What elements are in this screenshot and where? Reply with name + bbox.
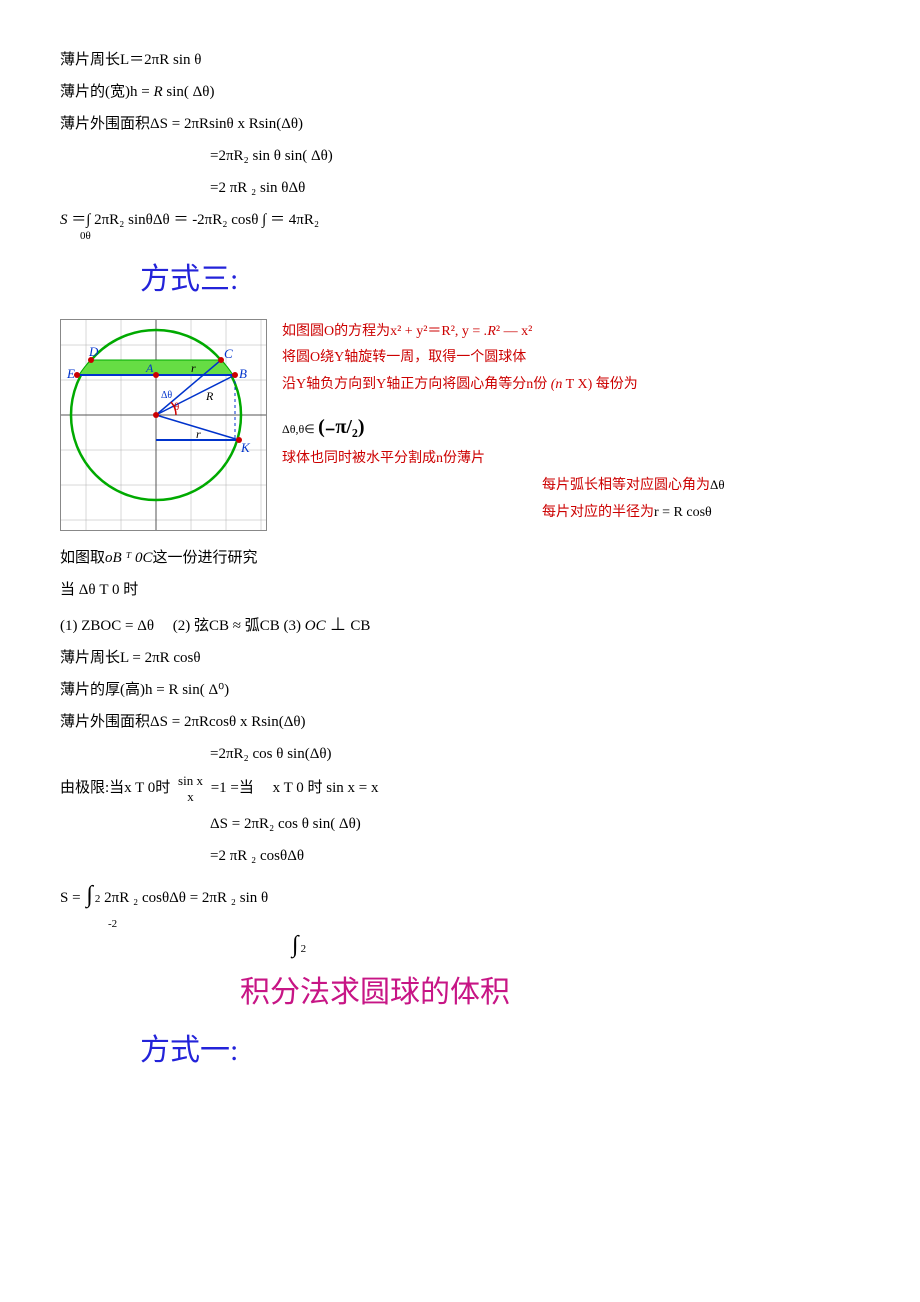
side-3: 沿Y轴负方向到Y轴正方向将圆心角等分n份 (n T X) 每份为 — [282, 372, 860, 399]
mid-9: ΔS = 2πR₂ cos θ sin( Δθ) — [60, 812, 860, 836]
heading-method-3: 方式三: — [140, 256, 860, 304]
m3-b: (2) 弦CB ≈ 弧CB (3) — [173, 618, 305, 634]
m8-pre: 由极限:当x T 0时 — [60, 781, 170, 797]
svg-text:E: E — [66, 366, 75, 381]
s3-pre: 沿Y轴负方向到Y轴正方向将圆心角等分n份 — [282, 377, 551, 392]
side-1: 如图圆O的方程为x² + y²＝R², y = .R² — x² — [282, 319, 860, 346]
mid-8: 由极限:当x T 0时 sin x x =1 =当 x T 0 时 sin x … — [60, 774, 860, 804]
m3-a: (1) ZBOC = Δθ — [60, 618, 154, 634]
m8-bot: x — [178, 789, 203, 804]
line-3: 薄片外围面积ΔS = 2πRsinθ x Rsin(Δθ) — [60, 112, 860, 136]
line-2: 薄片的(宽)h = R sin( Δθ) — [60, 80, 860, 104]
m3-it: OC — [305, 618, 326, 634]
svg-text:B: B — [239, 366, 247, 381]
mid-6: 薄片外围面积ΔS = 2πRcosθ x Rsin(Δθ) — [60, 710, 860, 734]
line-5: =2 πR ₂ sin θΔθ — [60, 176, 860, 200]
b1-body: 2πR ₂ cosθΔθ = 2πR ₂ sin θ — [100, 890, 268, 906]
b2-int: ∫ — [292, 932, 299, 958]
mid-1: 如图取oB ᵀ 0C这一份进行研究 — [60, 546, 860, 570]
mid-7: =2πR₂ cos θ sin(Δθ) — [60, 742, 860, 766]
m1-pre: 如图取 — [60, 550, 105, 566]
l6-sub: 0θ — [60, 228, 860, 246]
m8-top: sin x — [178, 774, 203, 788]
mid-2: 当 Δθ T 0 时 — [60, 578, 860, 602]
side-6: 每片弧长相等对应圆心角为Δθ — [282, 473, 860, 500]
svg-text:K: K — [240, 440, 251, 455]
svg-text:A: A — [145, 361, 154, 375]
heading-method-1: 方式一: — [140, 1027, 860, 1075]
s6-end: Δθ — [710, 477, 725, 492]
svg-text:θ: θ — [174, 401, 179, 413]
mid-4: 薄片周长L = 2πR cosθ — [60, 646, 860, 670]
bottom-1: S = ∫2 2πR ₂ cosθΔθ = 2πR ₂ sin θ — [60, 876, 860, 914]
s4-a: Δθ — [282, 422, 295, 436]
bottom-2: ∫2 — [60, 926, 860, 964]
s3-post: T X) — [562, 377, 595, 392]
heading-volume: 积分法求圆球的体积 — [240, 969, 860, 1017]
l2-it: R — [153, 84, 162, 100]
s1-pre: 如图圆O的方程为x² + y²＝R², y = — [282, 324, 484, 339]
side-2: 将圆O绕Y轴旋转一周，取得一个圆球体 — [282, 345, 860, 372]
mid-3: (1) ZBOC = Δθ (2) 弦CB ≈ 弧CB (3) OC ⊥ CB — [60, 610, 860, 639]
m1-post: 这一份进行研究 — [152, 550, 257, 566]
circle-diagram: D C E B A K r R r θ Δθ — [60, 319, 267, 531]
figure-row: D C E B A K r R r θ Δθ 如图圆O的方程为x² + y²＝R… — [60, 319, 860, 531]
s7-t: 每片对应的半径为 — [542, 505, 654, 520]
mid-10: =2 πR ₂ cosθΔθ — [60, 844, 860, 868]
s7-end: r = R cosθ — [654, 505, 712, 520]
svg-text:Δθ: Δθ — [161, 390, 172, 401]
line-4: =2πR₂ sin θ sin( Δθ) — [60, 144, 860, 168]
side-4: Δθ,θ∈ (₋π/₂) — [282, 408, 860, 446]
line-1: 薄片周长L＝2πR sin θ — [60, 48, 860, 72]
side-5: 球体也同时被水平分割成n份薄片 — [282, 446, 860, 473]
svg-text:r: r — [196, 427, 201, 441]
side-7: 每片对应的半径为r = R cosθ — [282, 500, 860, 527]
l6-s: S — [60, 212, 68, 228]
m8-end: x T 0 时 sin x = x — [273, 781, 379, 797]
b1-s: S = — [60, 890, 84, 906]
svg-text:R: R — [205, 389, 214, 403]
s3-it: (n — [551, 377, 563, 392]
s3-end: 每份为 — [596, 377, 638, 392]
b1-int: ∫ — [86, 882, 93, 908]
s1-it: .R — [484, 324, 496, 339]
svg-text:C: C — [224, 346, 233, 361]
m8-frac: sin x x — [178, 774, 203, 804]
mid-5: 薄片的厚(高)h = R sin( Δ⁰) — [60, 678, 860, 702]
m3-end: CB — [350, 618, 370, 634]
l6-eq: ＝∫ 2πR₂ sinθΔθ ＝ -2πR₂ cosθ ∫ ＝ 4πR₂ — [68, 212, 320, 228]
s4-c: (₋π/₂) — [318, 416, 364, 438]
b2-up: 2 — [301, 944, 307, 955]
l2-pre: 薄片的(宽)h = — [60, 84, 153, 100]
s4-b: ,θ∈ — [295, 422, 314, 436]
line-6: S ＝∫ 2πR₂ sinθΔθ ＝ -2πR₂ cosθ ∫ ＝ 4πR₂ 0… — [60, 208, 860, 246]
l2-post: sin( Δθ) — [163, 84, 215, 100]
m1-it: oB ᵀ 0C — [105, 550, 152, 566]
s1-post: ² — x² — [496, 324, 532, 339]
figure-side-text: 如图圆O的方程为x² + y²＝R², y = .R² — x² 将圆O绕Y轴旋… — [282, 319, 860, 527]
m8-mid: =1 =当 — [211, 781, 254, 797]
svg-text:r: r — [191, 361, 196, 375]
m3-perp: ⊥ — [326, 614, 351, 634]
s6-t: 每片弧长相等对应圆心角为 — [542, 478, 710, 493]
svg-text:D: D — [88, 344, 99, 359]
